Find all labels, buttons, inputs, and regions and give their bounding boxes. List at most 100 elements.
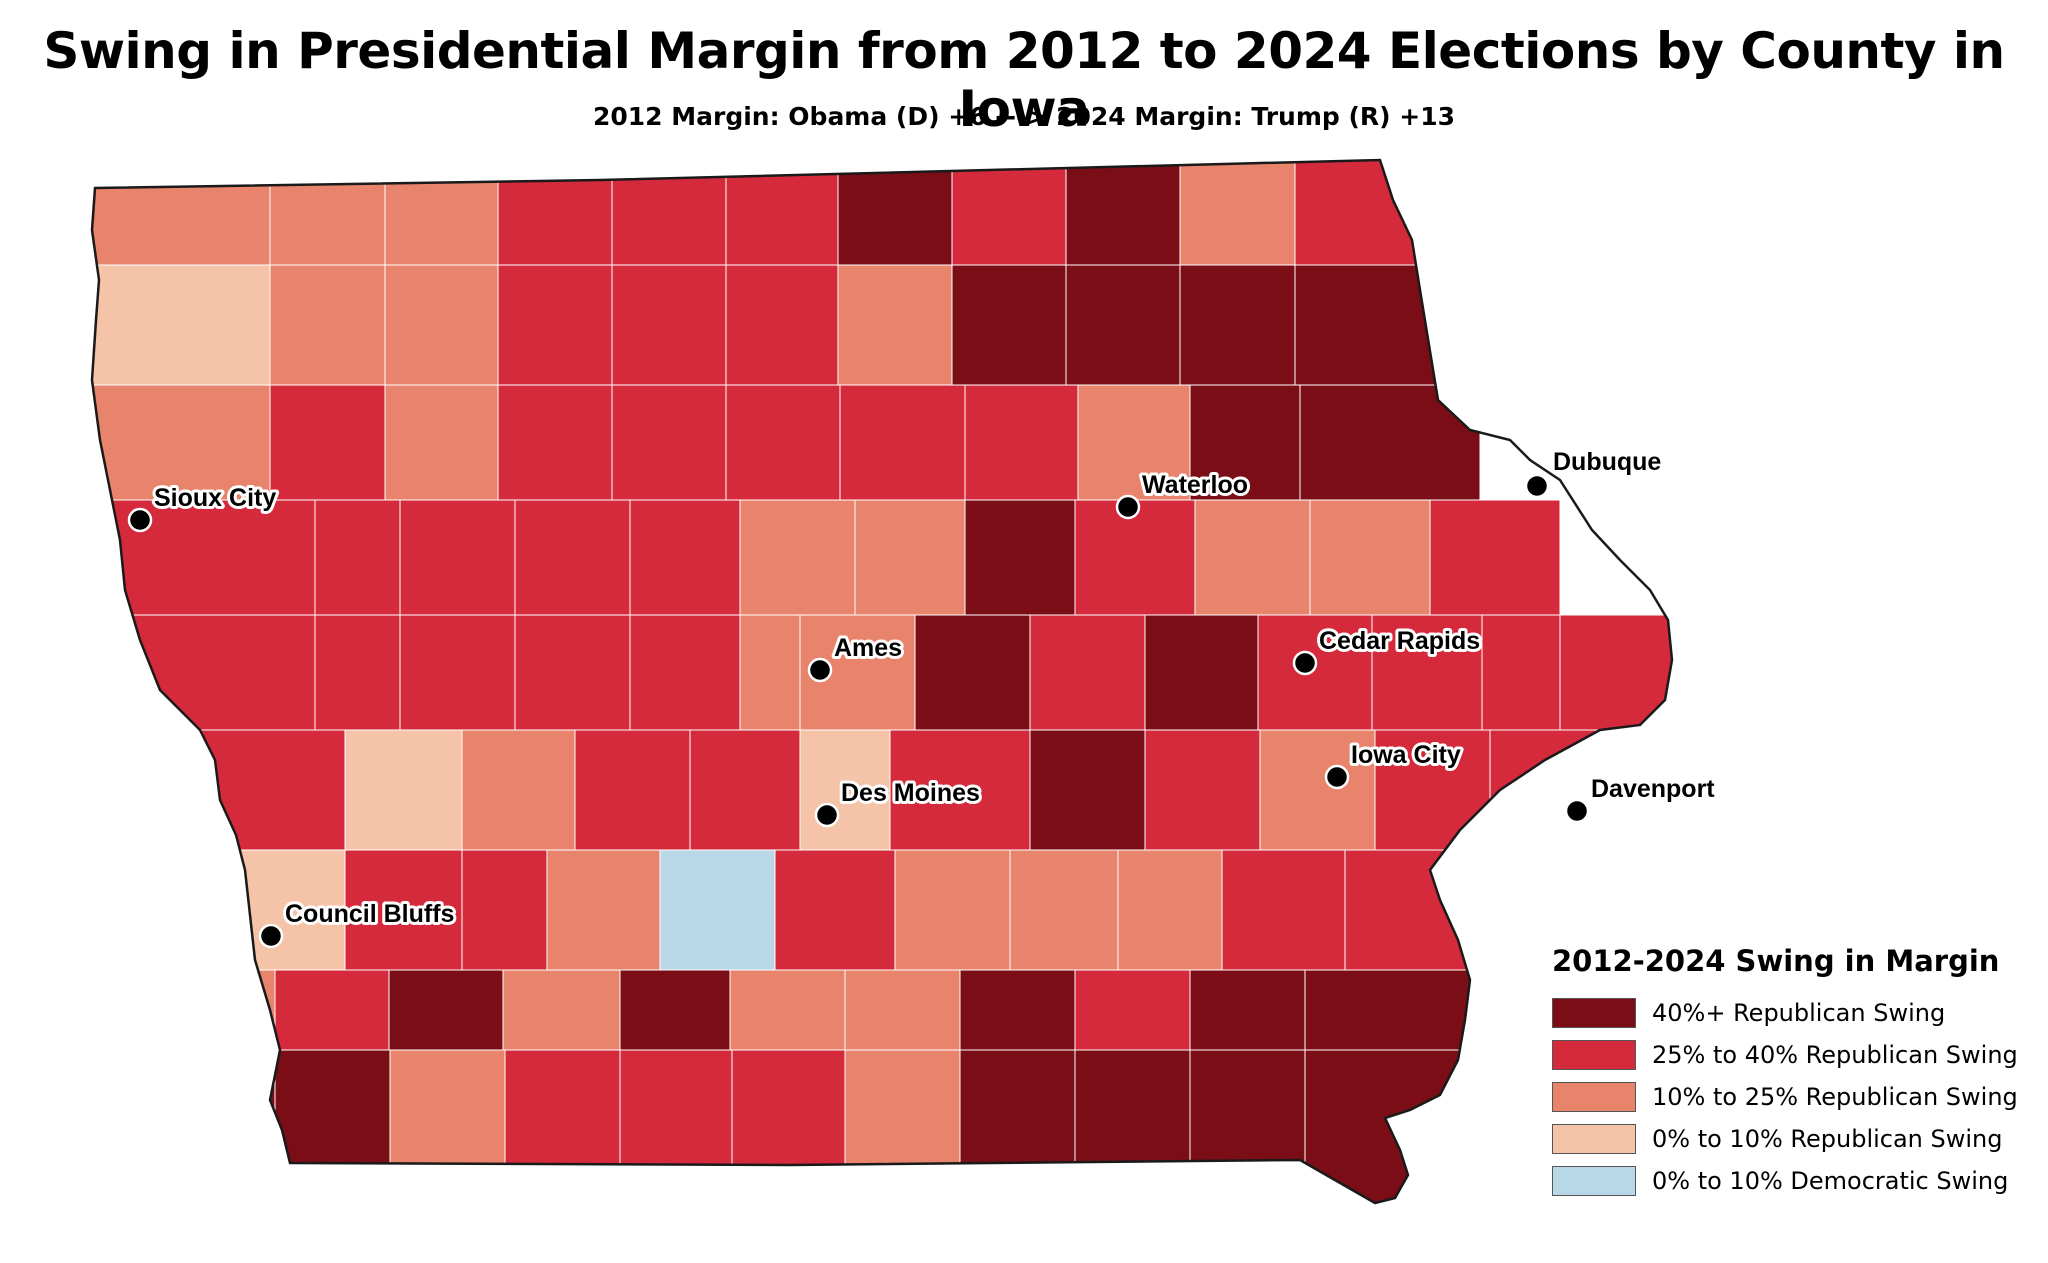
county-97	[274, 1049, 391, 1203]
county-105	[1189, 1049, 1306, 1203]
county-77	[659, 849, 776, 971]
county-62	[461, 729, 576, 851]
county-18	[837, 264, 953, 386]
city-label-cedar-rapids: Cedar Rapids	[1319, 627, 1480, 655]
city-marker-waterloo	[1115, 494, 1141, 520]
county-87	[388, 969, 504, 1051]
county-96	[92, 1049, 276, 1203]
county-48	[399, 614, 516, 731]
county-68	[1144, 729, 1261, 851]
county-34	[92, 499, 316, 616]
county-17	[725, 264, 839, 386]
county-7	[837, 160, 953, 266]
legend: 2012-2024 Swing in Margin 40%+ Republica…	[1552, 944, 2018, 1202]
county-65	[799, 729, 891, 851]
county-26	[497, 384, 613, 501]
county-40	[854, 499, 966, 616]
county-41	[964, 499, 1076, 616]
county-28	[725, 384, 841, 501]
county-93	[1074, 969, 1191, 1051]
county-60	[92, 729, 346, 851]
county-22	[1294, 264, 1441, 386]
county-101	[731, 1049, 846, 1203]
county-79	[894, 849, 1011, 971]
city-label-sioux-city: Sioux City	[154, 484, 276, 512]
county-39	[739, 499, 856, 616]
city-label-dubuque: Dubuque	[1553, 448, 1661, 476]
county-91	[844, 969, 961, 1051]
legend-swatch-r10	[1552, 1082, 1636, 1112]
county-23	[92, 384, 271, 501]
county-69	[1259, 729, 1376, 851]
county-64	[689, 729, 801, 851]
county-75	[461, 849, 548, 971]
county-47	[314, 614, 401, 731]
legend-item-r10: 10% to 25% Republican Swing	[1552, 1076, 2018, 1118]
county-56	[1257, 614, 1373, 731]
county-94	[1189, 969, 1306, 1051]
county-103	[959, 1049, 1076, 1203]
county-76	[546, 849, 661, 971]
county-25	[384, 384, 499, 501]
county-88	[502, 969, 621, 1051]
city-label-council-bluffs: Council Bluffs	[285, 900, 454, 928]
county-51	[739, 614, 801, 731]
county-38	[629, 499, 741, 616]
county-80	[1009, 849, 1119, 971]
county-89	[619, 969, 731, 1051]
county-12	[92, 264, 271, 386]
county-104	[1074, 1049, 1191, 1203]
county-19	[951, 264, 1067, 386]
county-46	[92, 614, 316, 731]
county-6	[725, 160, 839, 266]
county-30	[964, 384, 1079, 501]
county-85	[92, 969, 276, 1051]
legend-swatch-d0	[1552, 1166, 1636, 1196]
county-21	[1179, 264, 1296, 386]
county-42	[1074, 499, 1196, 616]
county-37	[514, 499, 631, 616]
county-78	[774, 849, 896, 971]
city-marker-cedar-rapids	[1292, 650, 1318, 676]
legend-label-d0: 0% to 10% Democratic Swing	[1652, 1167, 2009, 1195]
county-99	[504, 1049, 621, 1203]
county-92	[959, 969, 1076, 1051]
county-14	[384, 264, 499, 386]
city-label-ames: Ames	[834, 634, 902, 662]
county-55	[1144, 614, 1259, 731]
legend-swatch-r0	[1552, 1124, 1636, 1154]
county-90	[729, 969, 846, 1051]
county-98	[389, 1049, 506, 1203]
county-27	[611, 384, 727, 501]
city-markers: Sioux City Waterloo Dubuque Ames Cedar Rapid…	[127, 445, 1718, 949]
legend-item-r40: 40%+ Republican Swing	[1552, 992, 2018, 1034]
legend-label-r0: 0% to 10% Republican Swing	[1652, 1125, 2003, 1153]
county-11	[1294, 160, 1441, 266]
legend-label-r25: 25% to 40% Republican Swing	[1652, 1041, 2018, 1069]
city-marker-ames	[807, 657, 833, 683]
county-2	[269, 160, 386, 266]
county-15	[497, 264, 613, 386]
city-marker-council-bluffs	[258, 923, 284, 949]
county-81	[1117, 849, 1223, 971]
legend-swatch-r40	[1552, 998, 1636, 1028]
county-54	[1029, 614, 1146, 731]
city-label-iowa-city: Iowa City	[1351, 741, 1461, 769]
county-53	[914, 614, 1031, 731]
county-35	[314, 499, 401, 616]
city-label-davenport: Davenport	[1591, 775, 1715, 803]
county-24	[269, 384, 386, 501]
county-50	[629, 614, 741, 731]
county-3	[384, 160, 499, 266]
city-marker-des-moines	[814, 802, 840, 828]
county-36	[399, 499, 516, 616]
county-86	[274, 969, 390, 1051]
legend-label-r40: 40%+ Republican Swing	[1652, 999, 1946, 1027]
city-marker-dubuque	[1524, 473, 1550, 499]
county-13	[269, 264, 386, 386]
county-1	[92, 160, 271, 266]
legend-item-r25: 25% to 40% Republican Swing	[1552, 1034, 2018, 1076]
county-16	[611, 264, 727, 386]
city-label-des-moines: Des Moines	[841, 779, 980, 807]
